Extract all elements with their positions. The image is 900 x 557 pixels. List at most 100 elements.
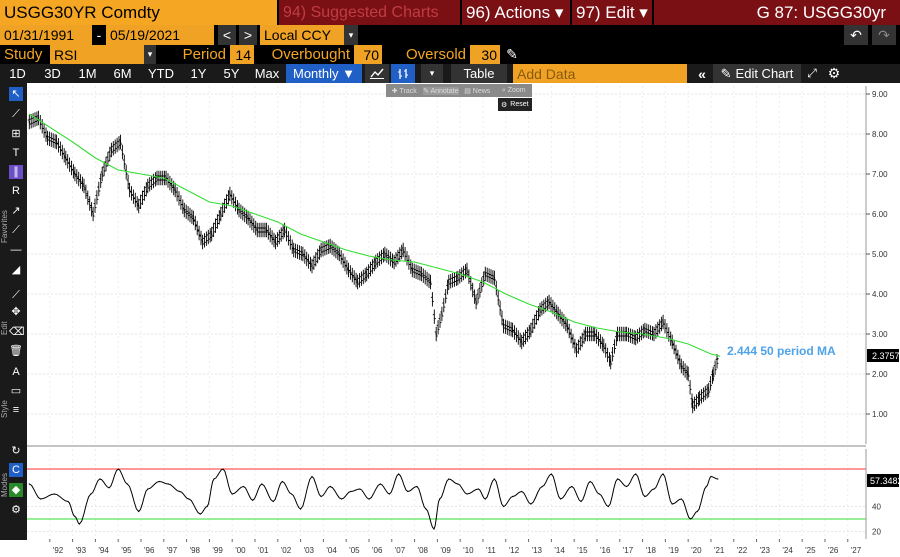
trend-icon[interactable]: ↗ [11, 205, 21, 217]
pointer-icon[interactable]: ↖ [9, 87, 23, 101]
price-point [46, 137, 49, 139]
period-button-1y[interactable]: 1Y [190, 66, 207, 81]
overbought-input[interactable]: 70 [354, 45, 382, 64]
undo-button[interactable]: ↶ [844, 25, 868, 45]
mode-settings-icon[interactable]: ⚙ [11, 504, 21, 516]
eraser-icon[interactable]: ⌫ [9, 326, 25, 338]
last-rsi-box [867, 474, 899, 487]
start-date-input[interactable]: 01/31/1991 [0, 25, 92, 45]
suggested-charts-button[interactable]: 94) Suggested Charts [279, 0, 460, 25]
period-button-max[interactable]: Max [254, 66, 280, 81]
x-tick-label: '05 [349, 546, 360, 555]
price-point [274, 241, 277, 243]
chart-id: G 87: USGG30yr [654, 0, 900, 25]
prev-range-button[interactable]: < [218, 25, 236, 45]
price-point [229, 193, 231, 195]
resize-icon[interactable]: ⤢ [807, 66, 817, 80]
top-bar: USGG30YR Comdty 94) Suggested Charts 96)… [0, 0, 900, 25]
text-tool-icon[interactable]: T [12, 147, 20, 159]
fib-icon[interactable]: ⊞ [11, 128, 21, 140]
table-button[interactable]: Table [451, 64, 507, 83]
delete-icon[interactable]: 🗑 [9, 345, 23, 357]
zoom-tool[interactable]: ⌕ Zoom [496, 87, 533, 95]
pen-draw-icon[interactable]: ⟋ [12, 289, 20, 301]
news-tool[interactable]: ▤ News [459, 87, 496, 95]
price-point [698, 397, 701, 399]
fill-icon[interactable]: ▭ [10, 385, 22, 397]
channel-icon[interactable]: ∥ [9, 165, 23, 179]
line-width-icon[interactable]: ≡ [12, 404, 20, 416]
price-point [329, 245, 332, 247]
currency-dropdown-icon[interactable]: ▾ [344, 25, 358, 45]
line-draw-icon[interactable]: ⟋ [12, 108, 20, 120]
hline-icon[interactable]: — [10, 244, 22, 256]
price-point [302, 253, 304, 255]
text-style-icon[interactable]: A [12, 366, 20, 378]
price-point [37, 117, 40, 119]
ray-icon[interactable]: ⟋ [12, 224, 20, 236]
x-tick-label: '16 [600, 546, 611, 555]
last-price-label: 2.3757 [872, 351, 900, 361]
period-button-1m[interactable]: 1M [78, 66, 97, 81]
date-range-bar: 01/31/1991 - 05/19/2021 < > Local CCY ▾ … [0, 25, 900, 45]
redo-button[interactable]: ↷ [872, 25, 896, 45]
edit-chart-label: Edit Chart [735, 66, 794, 81]
collapse-icon[interactable]: « [698, 65, 706, 82]
price-point [101, 173, 104, 175]
price-point [156, 177, 158, 179]
mode-refresh-icon[interactable]: ↻ [11, 445, 21, 457]
study-dropdown-icon[interactable]: ▾ [144, 45, 156, 64]
next-range-button[interactable]: > [239, 25, 257, 45]
period-button-6m[interactable]: 6M [113, 66, 132, 81]
x-tick-label: '06 [372, 546, 383, 555]
mode-palette-icon[interactable]: ◆ [9, 483, 23, 497]
r-icon[interactable]: R [12, 185, 20, 197]
period-button-ytd[interactable]: YTD [148, 66, 174, 81]
news-label: News [472, 87, 491, 95]
period-button-1d[interactable]: 1D [9, 66, 26, 81]
x-tick-label: '07 [395, 546, 406, 555]
price-point [247, 217, 249, 219]
end-date-input[interactable]: 05/19/2021 [106, 25, 214, 45]
x-tick-label: '13 [532, 546, 543, 555]
chart-canvas[interactable]: 1.002.003.004.005.006.007.008.009.00 204… [0, 83, 900, 557]
period-button-5y[interactable]: 5Y [223, 66, 240, 81]
track-tool[interactable]: ✚ Track [386, 87, 423, 95]
chart-area[interactable]: 1.00 2.00 3.00 4.00 5.00 6.00 7.00 8.00 9.00 20 4… [0, 83, 900, 557]
arc-icon[interactable]: ◢ [11, 264, 21, 276]
mode-c-icon[interactable]: C [9, 463, 23, 477]
ticker-field[interactable]: USGG30YR Comdty [0, 0, 277, 25]
price-point [210, 233, 213, 235]
currency-select[interactable]: Local CCY [260, 25, 344, 45]
x-tick-label: '95 [121, 546, 132, 555]
move-icon[interactable]: ✥ [11, 306, 21, 318]
settings-gear-icon[interactable]: ⚙ [827, 65, 841, 81]
add-data-input[interactable]: Add Data [513, 64, 687, 83]
price-point [238, 209, 240, 211]
edit-chart-button[interactable]: ✎ Edit Chart [713, 64, 801, 83]
price-point [347, 269, 350, 271]
pen-icon[interactable]: ✎ [506, 46, 518, 62]
price-point [575, 349, 578, 351]
price-y-tick-label: 1.00 [872, 410, 888, 419]
reset-button[interactable]: ⚙ Reset [498, 98, 532, 111]
zoom-icon: ⌕ [501, 86, 506, 94]
price-point [110, 149, 113, 151]
period-button-3d[interactable]: 3D [44, 66, 61, 81]
annotate-tool[interactable]: ✎ Annotate [422, 86, 459, 95]
period-input[interactable]: 14 [230, 45, 254, 64]
price-point [609, 361, 612, 363]
price-point [484, 273, 487, 275]
edit-menu[interactable]: 97) Edit ▾ [572, 0, 652, 25]
chart-type-dropdown-icon[interactable]: ▾ [421, 64, 443, 83]
x-tick-label: '11 [486, 546, 496, 555]
line-chart-icon[interactable] [365, 64, 389, 83]
last-rsi-marker: 57.3482 [867, 474, 900, 487]
price-point [653, 333, 655, 335]
oversold-input[interactable]: 30 [470, 45, 500, 64]
x-tick-label: '20 [691, 546, 702, 555]
study-select[interactable]: RSI [50, 45, 144, 64]
bar-chart-icon[interactable] [391, 64, 415, 83]
frequency-select[interactable]: Monthly ▼ [286, 64, 362, 83]
actions-menu[interactable]: 96) Actions ▾ [462, 0, 570, 25]
